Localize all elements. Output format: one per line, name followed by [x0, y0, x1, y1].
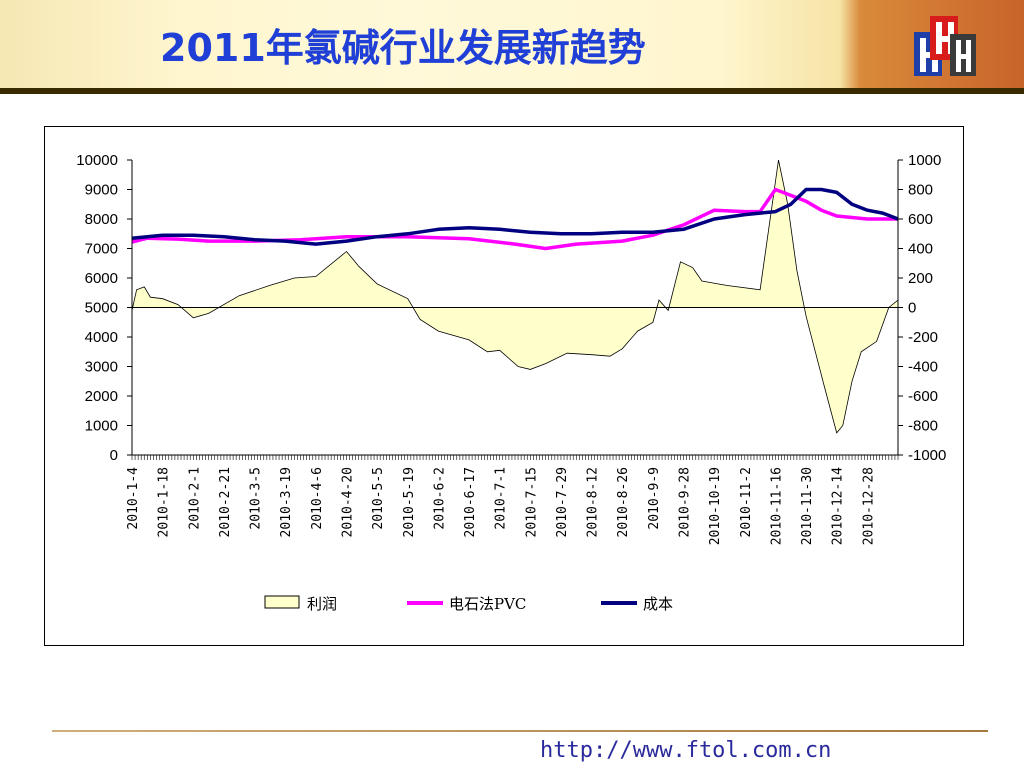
x-tick-label: 2010-1-4 [126, 467, 141, 530]
left-tick-label: 0 [110, 447, 118, 464]
x-tick-label: 2010-11-30 [800, 467, 815, 545]
right-tick-label: 1000 [908, 152, 941, 169]
x-tick-label: 2010-7-29 [555, 467, 570, 537]
right-tick-label: -400 [908, 359, 938, 376]
profit-area [131, 159, 899, 434]
chart-frame: 10000 9000 8000 7000 6000 5000 4000 3000 2000 100… [44, 126, 964, 646]
x-tick-label: 2010-8-12 [586, 467, 601, 537]
x-tick-label: 2010-7-15 [524, 467, 539, 537]
x-tick-label: 2010-10-19 [708, 467, 723, 545]
cost-line [131, 187, 899, 246]
right-tick-label: 600 [908, 211, 933, 228]
left-tick-label: 9000 [85, 182, 118, 199]
hh-logo-icon [914, 16, 976, 76]
left-tick-label: 5000 [85, 300, 118, 317]
x-tick-label: 2010-4-20 [341, 467, 356, 537]
x-tick-label: 2010-7-1 [494, 467, 509, 530]
legend-swatch-profit [264, 595, 300, 609]
right-tick-label: -600 [908, 388, 938, 405]
left-tick-label: 8000 [85, 211, 118, 228]
footer-divider [52, 730, 988, 732]
right-tick-label: -800 [908, 418, 938, 435]
x-tick-label: 2010-6-2 [432, 467, 447, 530]
x-tick-label: 2010-11-16 [769, 467, 784, 545]
x-tick-label: 2010-5-19 [402, 467, 417, 537]
x-tick-label: 2010-6-17 [463, 467, 478, 537]
right-tick-label: 0 [908, 300, 916, 317]
left-tick-label: 6000 [85, 270, 118, 287]
right-tick-label: -200 [908, 329, 938, 346]
right-tick-label: 400 [908, 241, 933, 258]
x-tick-label: 2010-1-18 [157, 467, 172, 537]
left-tick-label: 3000 [85, 359, 118, 376]
right-tick-label: 200 [908, 270, 933, 287]
left-tick-label: 1000 [85, 418, 118, 435]
x-tick-label: 2010-3-5 [249, 467, 264, 530]
profit-price-cost-chart: 1000090008000700060005000400030002000100… [76, 152, 946, 613]
legend-label: 利润 [307, 595, 337, 613]
x-tick-label: 2010-11-2 [739, 467, 754, 537]
slide-header [0, 0, 1024, 88]
left-tick-label: 4000 [85, 329, 118, 346]
x-tick-label: 2010-8-26 [616, 467, 631, 537]
x-tick-label: 2010-3-19 [279, 467, 294, 537]
legend-label: 电石法PVC [449, 595, 526, 613]
left-tick-label: 10000 [76, 152, 118, 169]
left-tick-label: 7000 [85, 241, 118, 258]
right-tick-label: -1000 [908, 447, 946, 464]
x-tick-label: 2010-2-21 [218, 467, 233, 537]
x-tick-label: 2010-2-1 [187, 467, 202, 530]
x-tick-label: 2010-5-5 [371, 467, 386, 530]
x-tick-label: 2010-9-9 [647, 467, 662, 530]
legend-label: 成本 [643, 595, 673, 613]
x-tick-label: 2010-12-28 [861, 467, 876, 545]
footer-url[interactable]: http://www.ftol.com.cn [540, 738, 832, 763]
x-tick-label: 2010-12-14 [831, 467, 846, 545]
header-divider [0, 88, 1024, 94]
left-tick-label: 2000 [85, 388, 118, 405]
slide-title: 2011年氯碱行业发展新趋势 [160, 26, 646, 70]
x-tick-label: 2010-4-6 [310, 467, 325, 530]
right-tick-label: 800 [908, 182, 933, 199]
x-tick-label: 2010-9-28 [678, 467, 693, 537]
